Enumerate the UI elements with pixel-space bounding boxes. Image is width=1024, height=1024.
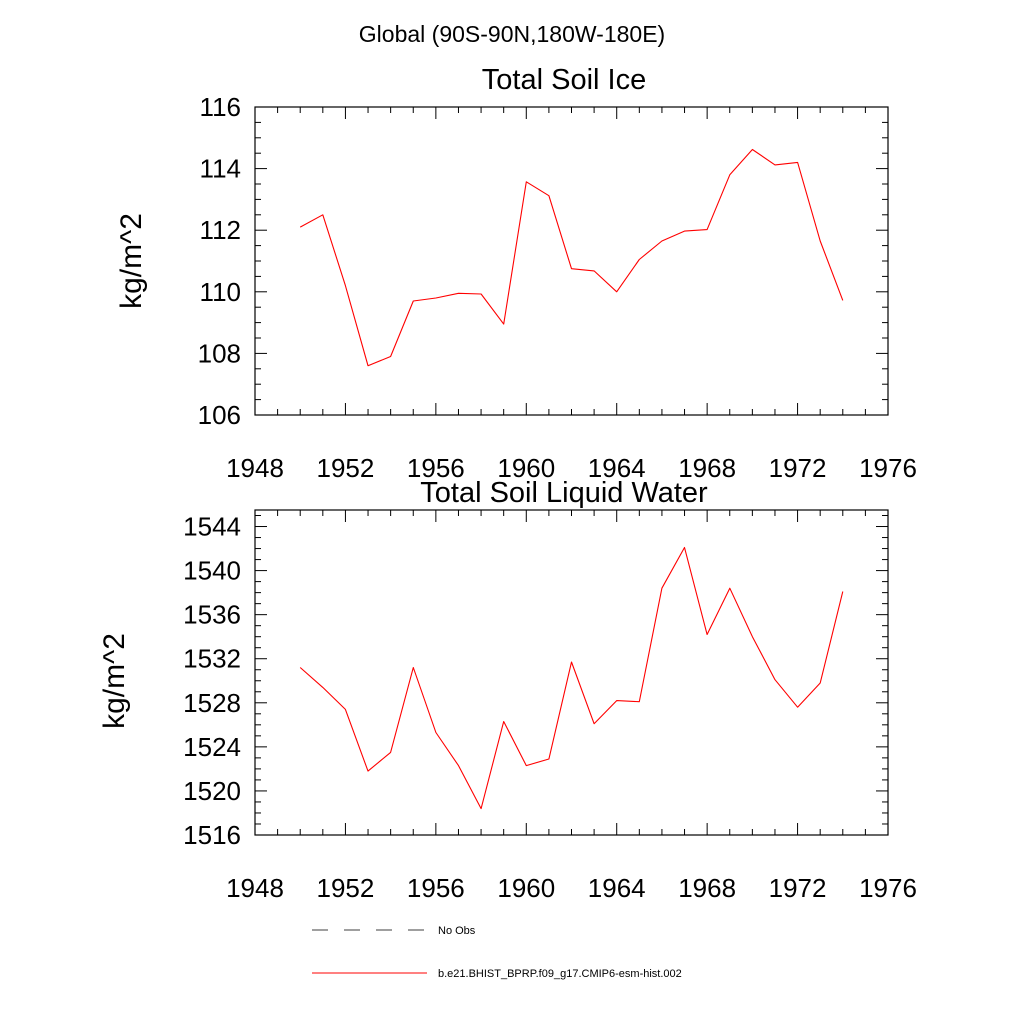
series-line (299, 546, 844, 810)
chart-title: Total Soil Ice (482, 64, 646, 96)
y-tick-label: 106 (198, 400, 241, 430)
y-tick-label: 112 (200, 215, 241, 245)
y-tick-label: 1516 (183, 820, 241, 850)
y-axis-label: kg/m^2 (115, 213, 148, 309)
x-tick-label: 1952 (317, 453, 375, 483)
x-tick-label: 1948 (226, 453, 284, 483)
y-tick-label: 1520 (183, 776, 241, 806)
x-tick-label: 1964 (588, 873, 646, 903)
y-axis-label: kg/m^2 (98, 633, 131, 729)
chart-total-soil-ice: Total Soil Ice kg/m^2 106 108 110 112 114 116… (115, 64, 917, 483)
y-tick-label: 1536 (183, 600, 241, 630)
x-tick-label: 1960 (497, 453, 555, 483)
legend-label-model: b.e21.BHIST_BPRP.f09_g17.CMIP6-esm-hist.… (438, 968, 682, 980)
y-tick-labels: 1516 1520 1524 1528 1532 1536 1540 1544 (183, 512, 241, 850)
plot-frame (254, 509, 889, 836)
x-tick-label: 1972 (769, 873, 827, 903)
legend-label-no-obs: No Obs (438, 925, 476, 937)
x-tick-label: 1956 (407, 453, 465, 483)
y-tick-label: 1532 (183, 644, 241, 674)
y-tick-label: 108 (198, 338, 241, 368)
series-line (299, 148, 844, 367)
axis-ticks (254, 510, 889, 836)
figure-suptitle: Global (90S-90N,180W-180E) (359, 21, 665, 47)
x-tick-label: 1960 (497, 873, 555, 903)
x-tick-label: 1968 (678, 873, 736, 903)
y-tick-label: 110 (200, 277, 241, 307)
plot-frame (254, 106, 889, 416)
series-marks (299, 546, 844, 810)
x-tick-label: 1952 (317, 873, 375, 903)
y-tick-label: 116 (200, 92, 241, 122)
y-tick-label: 114 (200, 154, 241, 184)
x-tick-label: 1968 (678, 453, 736, 483)
chart-title: Total Soil Liquid Water (420, 477, 708, 509)
x-tick-labels: 1948 1952 1956 1960 1964 1968 1972 1976 (226, 873, 917, 903)
chart-total-soil-liquid-water: Total Soil Liquid Water kg/m^2 151615201… (98, 477, 917, 903)
y-tick-label: 1524 (183, 732, 241, 762)
legend: No Obs b.e21.BHIST_BPRP.f09_g17.CMIP6-es… (312, 925, 682, 980)
axis-ticks (254, 106, 889, 416)
y-tick-labels: 106 108 110 112 114 116 (198, 92, 241, 430)
x-tick-labels: 1948 1952 1956 1960 1964 1968 1972 1976 (226, 453, 917, 483)
y-tick-label: 1540 (183, 556, 241, 586)
x-tick-label: 1976 (859, 453, 917, 483)
y-tick-label: 1544 (183, 512, 241, 542)
x-tick-label: 1972 (769, 453, 827, 483)
x-tick-label: 1948 (226, 873, 284, 903)
x-tick-label: 1976 (859, 873, 917, 903)
x-tick-label: 1964 (588, 453, 646, 483)
x-tick-label: 1956 (407, 873, 465, 903)
series-marks (299, 148, 844, 367)
y-tick-label: 1528 (183, 688, 241, 718)
